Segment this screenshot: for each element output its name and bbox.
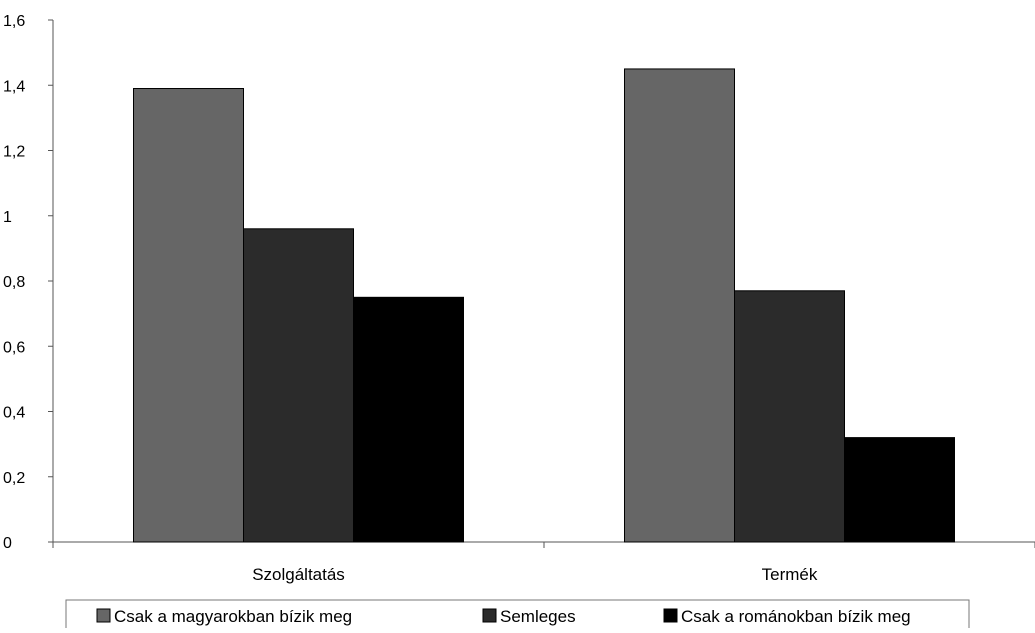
legend: Csak a magyarokban bízik meg Semleges Csak… — [65, 599, 970, 633]
y-tick-label: 1 — [3, 209, 12, 226]
y-tick-label: 0,8 — [3, 274, 25, 291]
x-tick-label: Termék — [762, 565, 818, 584]
y-tick-label: 1,2 — [3, 144, 25, 161]
y-tick-label: 1,4 — [3, 78, 25, 95]
legend-swatch — [482, 608, 497, 623]
legend-label: Csak a románokban bízik meg — [681, 607, 911, 626]
y-tick-label: 0,4 — [3, 405, 25, 422]
legend-label: Csak a magyarokban bízik meg — [114, 607, 352, 626]
y-tick-label: 0 — [3, 535, 12, 552]
legend-swatch — [663, 608, 678, 623]
bar — [844, 437, 955, 543]
bar — [624, 68, 735, 543]
legend-label: Semleges — [500, 607, 576, 626]
x-tick-label: Szolgáltatás — [252, 565, 345, 584]
y-tick-label: 1,6 — [3, 13, 25, 30]
bar — [133, 88, 244, 543]
legend-swatch — [96, 608, 111, 623]
y-tick-label: 0,6 — [3, 339, 25, 356]
bar — [353, 296, 464, 543]
bar — [243, 228, 354, 543]
y-tick-label: 0,2 — [3, 470, 25, 487]
axes: 0 0,2 0,4 0,6 0,8 1 1,2 1,4 1,6 Szolgáltatás Termé… — [3, 13, 1035, 584]
bar — [734, 290, 845, 543]
bars — [133, 68, 955, 543]
